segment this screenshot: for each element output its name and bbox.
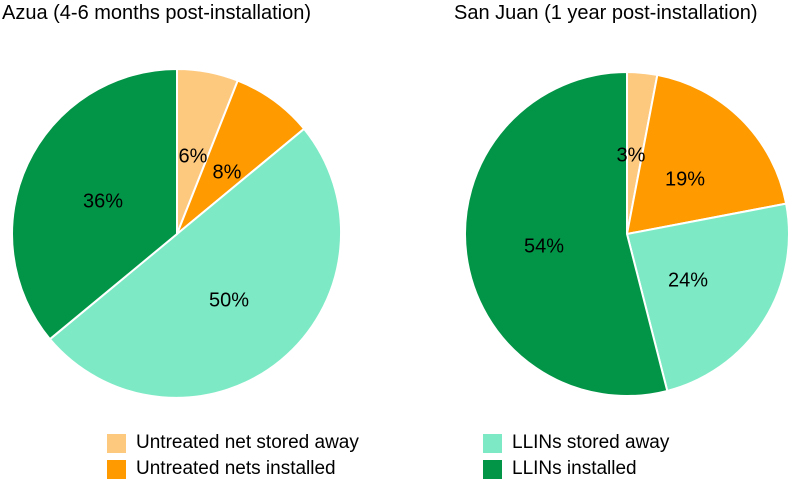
legend-swatch-llin-stored [483, 433, 502, 453]
legend-label-untreated-stored: Untreated net stored away [136, 432, 359, 453]
slice-label-azua-untreated-net-stored-away: 6% [179, 145, 208, 167]
slice-label-san-juan-untreated-nets-installed: 19% [665, 168, 705, 190]
slice-label-azua-llins-installed: 36% [83, 190, 123, 212]
legend-item-untreated-stored: Untreated net stored away [107, 430, 359, 456]
pie-slice-san-juan-llins-installed [464, 70, 669, 397]
legend-swatch-untreated-stored [107, 433, 126, 453]
legend-item-llin-stored: LLINs stored away [483, 430, 669, 456]
pie-slice-azua-llins-stored-away [48, 127, 343, 399]
legend-llin: LLINs stored away LLINs installed [483, 430, 669, 482]
chart-title-azua: Azua (4-6 months post-installation) [2, 2, 312, 24]
slice-label-san-juan-llins-installed: 54% [524, 235, 564, 257]
legend-label-llin-installed: LLINs installed [512, 458, 637, 479]
chart-title-san-juan: San Juan (1 year post-installation) [454, 2, 758, 24]
legend-label-untreated-installed: Untreated nets installed [136, 458, 336, 479]
legend-item-llin-installed: LLINs installed [483, 456, 669, 482]
pie-slice-san-juan-llins-stored-away [625, 202, 790, 393]
pie-slice-azua-llins-installed [11, 67, 178, 341]
legend-swatch-untreated-installed [107, 459, 126, 479]
slice-label-azua-untreated-nets-installed: 8% [213, 161, 242, 183]
legend-label-llin-stored: LLINs stored away [512, 432, 670, 453]
slice-label-san-juan-untreated-net-stored-away: 3% [617, 144, 646, 166]
pie-slice-san-juan-untreated-nets-installed [625, 73, 788, 236]
slice-label-azua-llins-stored-away: 50% [209, 289, 249, 311]
legend-untreated: Untreated net stored away Untreated nets… [107, 430, 359, 482]
slice-label-san-juan-llins-stored-away: 24% [668, 269, 708, 291]
legend-item-untreated-installed: Untreated nets installed [107, 456, 359, 482]
legend-swatch-llin-installed [483, 459, 502, 479]
